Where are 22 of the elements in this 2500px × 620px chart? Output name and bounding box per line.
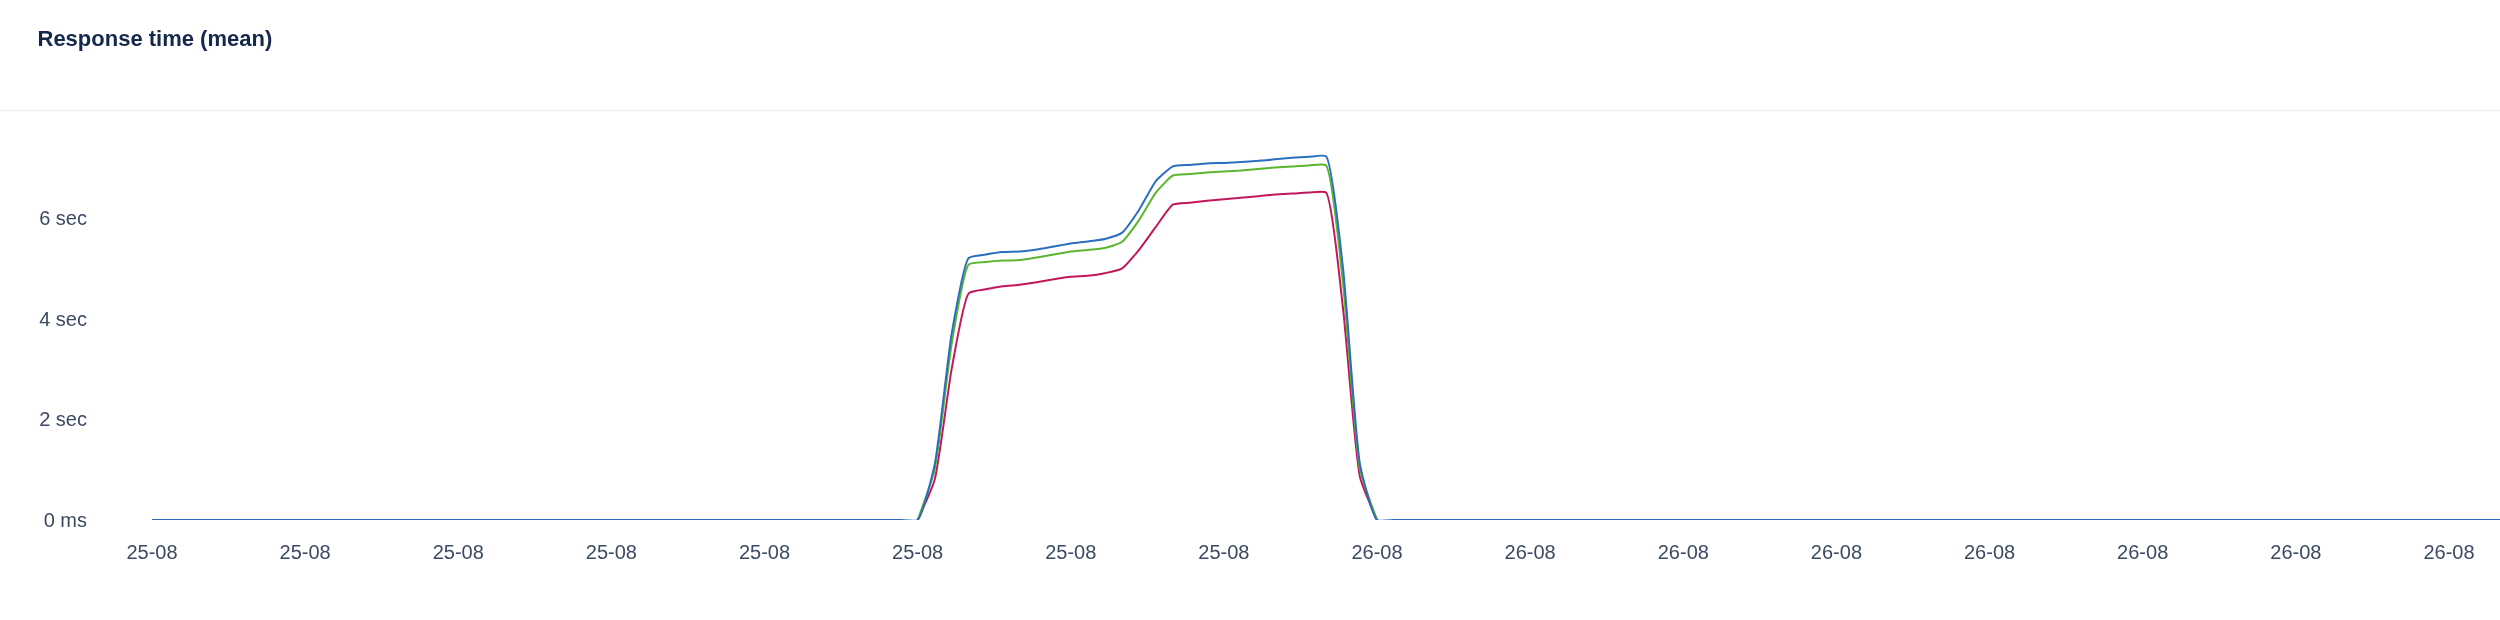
y-tick-label: 0 ms [43,509,87,531]
x-tick-label: 26-08 [1963,541,2016,563]
x-tick-label: 25-08 [1045,541,1097,563]
chart-title: Response time (mean) [37,26,273,52]
y-tick-label: 6 sec [39,206,87,229]
x-tick-label: 25-08 [1198,541,1250,563]
x-tick-label: 26-08 [1504,541,1556,563]
x-tick-label: 26-08 [2423,541,2475,563]
x-tick-label: 25-08 [432,541,484,563]
x-tick-label: 26-08 [2117,541,2169,563]
x-tick-label: 25-08 [585,541,637,563]
x-tick-label: 26-08 [2270,541,2322,563]
x-tick-label: 25-08 [126,541,178,563]
x-tick-label: 25-08 [738,541,791,563]
line-series [152,155,2500,520]
x-tick-label: 26-08 [1810,541,1863,563]
x-tick-label: 26-08 [1657,541,1709,563]
y-tick-label: 4 sec [39,307,87,330]
x-tick-label: 25-08 [279,541,331,563]
x-tick-label: 25-08 [892,541,944,563]
y-tick-label: 2 sec [39,408,87,431]
x-tick-label: 26-08 [1351,541,1403,563]
